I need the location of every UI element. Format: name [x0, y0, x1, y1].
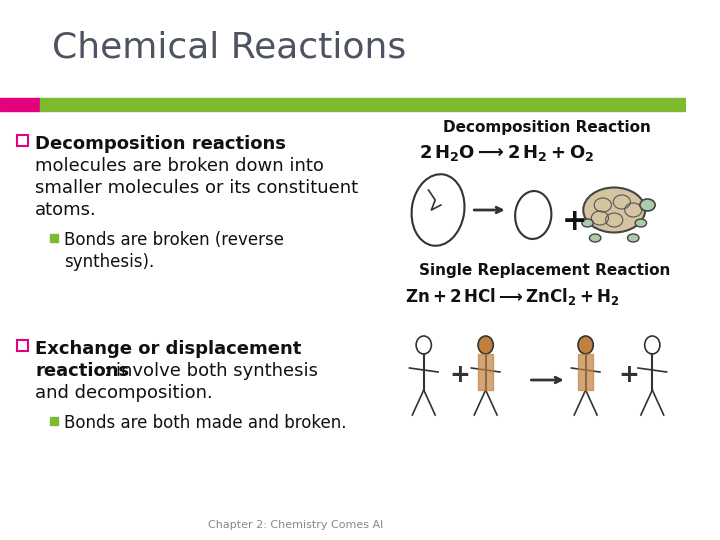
Text: Chemical Reactions: Chemical Reactions — [53, 31, 407, 65]
Text: +: + — [449, 363, 470, 387]
Ellipse shape — [582, 219, 593, 227]
Ellipse shape — [644, 336, 660, 354]
Text: Bonds are both made and broken.: Bonds are both made and broken. — [64, 414, 346, 432]
Text: Chapter 2: Chemistry Comes Al: Chapter 2: Chemistry Comes Al — [207, 520, 383, 530]
Ellipse shape — [412, 174, 464, 246]
Ellipse shape — [640, 199, 655, 211]
Text: Bonds are broken (reverse: Bonds are broken (reverse — [64, 231, 284, 249]
Ellipse shape — [635, 219, 647, 227]
Text: reactions: reactions — [35, 362, 130, 380]
Bar — [17, 135, 27, 146]
Ellipse shape — [478, 336, 493, 354]
Text: : involve both synthesis: : involve both synthesis — [104, 362, 318, 380]
Bar — [578, 354, 593, 390]
Ellipse shape — [583, 187, 645, 233]
Bar — [478, 354, 493, 390]
Text: Decomposition reactions: Decomposition reactions — [35, 135, 286, 153]
Text: Decomposition Reaction: Decomposition Reaction — [443, 120, 651, 135]
Text: smaller molecules or its constituent: smaller molecules or its constituent — [35, 179, 359, 197]
Bar — [50, 417, 58, 425]
Text: synthesis).: synthesis). — [64, 253, 154, 271]
Ellipse shape — [590, 234, 601, 242]
Ellipse shape — [515, 191, 552, 239]
Text: Exchange or displacement: Exchange or displacement — [35, 340, 302, 358]
Text: Single Replacement Reaction: Single Replacement Reaction — [419, 263, 670, 278]
Text: :: : — [212, 135, 217, 153]
Bar — [0, 98, 40, 111]
Bar — [50, 234, 58, 242]
Bar — [17, 340, 27, 351]
Text: +: + — [618, 363, 639, 387]
Text: molecules are broken down into: molecules are broken down into — [35, 157, 324, 175]
Text: +: + — [562, 207, 588, 236]
Ellipse shape — [628, 234, 639, 242]
Text: atoms.: atoms. — [35, 201, 97, 219]
Text: $\mathbf{2\,H_2O\longrightarrow 2\,H_2+O_2}$: $\mathbf{2\,H_2O\longrightarrow 2\,H_2+O… — [419, 143, 594, 163]
Bar — [40, 98, 685, 111]
Text: $\mathbf{Zn+2\,HCl\longrightarrow ZnCl_2+H_2}$: $\mathbf{Zn+2\,HCl\longrightarrow ZnCl_2… — [405, 286, 619, 307]
Ellipse shape — [578, 336, 593, 354]
Ellipse shape — [416, 336, 431, 354]
Text: and decomposition.: and decomposition. — [35, 384, 213, 402]
